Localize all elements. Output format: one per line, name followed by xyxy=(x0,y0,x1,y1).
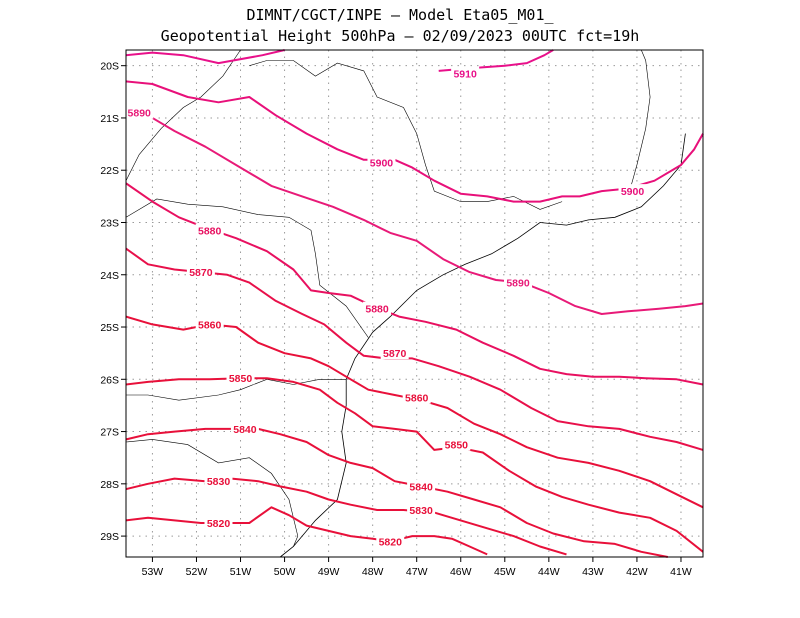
contour-label-5900: 5900 xyxy=(621,186,645,198)
contour-line-5880-4 xyxy=(125,182,704,386)
contour-label-bg-5830 xyxy=(407,502,436,516)
contour-label-5870: 5870 xyxy=(383,348,407,360)
contour-label-bg-5900 xyxy=(367,155,396,169)
contour-label-5880: 5880 xyxy=(365,304,389,316)
contour-label-5860: 5860 xyxy=(198,319,222,331)
lon-tick-label-0: 53W xyxy=(142,566,164,578)
map-title-line-1: DIMNT/CGCT/INPE – Model Eta05_M01_ xyxy=(246,6,554,24)
contour-label-5850: 5850 xyxy=(445,440,469,452)
contour-label-bg-5820 xyxy=(204,516,233,530)
state-border-2 xyxy=(125,198,369,338)
contour-label-bg-5880 xyxy=(363,301,392,315)
contour-label-bg-5840 xyxy=(407,479,436,493)
lon-tick-label-2: 51W xyxy=(230,566,252,578)
lon-tick-label-7: 46W xyxy=(450,566,472,578)
contour-label-5830: 5830 xyxy=(409,505,433,517)
axis-labels: 53W 52W 51W 50W 49W 48W 47W 46W 45W 44W 43W 42W 41W 2… xyxy=(100,61,692,578)
contour-line-5860-6 xyxy=(125,315,704,509)
contour-line-5830-9 xyxy=(125,477,567,556)
contour-label-5890: 5890 xyxy=(506,278,530,290)
contour-label-bg-5900 xyxy=(618,184,647,198)
contour-label-5820: 5820 xyxy=(207,518,231,530)
lat-tick-label-8: 28S xyxy=(100,479,119,491)
lon-tick-label-8: 45W xyxy=(494,566,516,578)
lat-tick-label-4: 24S xyxy=(100,270,119,282)
map-frame xyxy=(125,49,704,558)
lat-tick-label-7: 27S xyxy=(100,427,119,439)
contour-label-bg-5850 xyxy=(226,371,255,385)
contour-labels: 5910 5900 5900 5890 5890 5880 5880 5870 5870 5860… xyxy=(125,66,647,548)
lon-tick-label-5: 48W xyxy=(362,566,384,578)
map-title-line-2: Geopotential Height 500hPa – 02/09/2023 … xyxy=(160,27,640,45)
contour-line-5900-2 xyxy=(125,80,704,203)
contour-label-bg-5820 xyxy=(376,534,405,548)
lat-tick-label-5: 25S xyxy=(100,322,119,334)
lat-tick-label-9: 29S xyxy=(100,531,119,543)
state-border-1 xyxy=(125,439,299,547)
state-border-4 xyxy=(627,49,651,197)
lon-tick-label-6: 47W xyxy=(406,566,428,578)
contour-label-5890: 5890 xyxy=(128,108,152,120)
contour-label-bg-5840 xyxy=(230,421,259,435)
state-border-5 xyxy=(125,49,241,181)
contour-line-5910-1 xyxy=(125,49,285,65)
contour-label-bg-5910 xyxy=(451,66,480,80)
contour-label-5840: 5840 xyxy=(233,424,257,436)
contour-label-bg-5830 xyxy=(204,474,233,488)
state-border-0 xyxy=(126,378,347,401)
contour-label-5860: 5860 xyxy=(405,393,429,405)
lat-tick-label-1: 21S xyxy=(100,113,119,125)
contour-label-bg-5860 xyxy=(195,317,224,331)
contour-label-5880: 5880 xyxy=(198,225,222,237)
contour-label-bg-5890 xyxy=(504,275,533,289)
contour-label-5900: 5900 xyxy=(370,157,394,169)
contour-label-bg-5870 xyxy=(380,346,409,360)
lon-tick-label-9: 44W xyxy=(538,566,560,578)
contour-label-bg-5850 xyxy=(442,437,471,451)
contour-line-5840-8 xyxy=(125,427,668,558)
contour-label-bg-5870 xyxy=(186,265,215,279)
contour-label-5830: 5830 xyxy=(207,476,231,488)
lon-tick-label-12: 41W xyxy=(670,566,692,578)
lon-tick-label-11: 42W xyxy=(626,566,648,578)
lat-tick-label-0: 20S xyxy=(100,61,119,73)
lon-tick-label-3: 50W xyxy=(274,566,296,578)
coastline xyxy=(279,133,686,558)
contour-label-bg-5860 xyxy=(402,390,431,404)
lon-tick-label-4: 49W xyxy=(318,566,340,578)
lat-tick-label-3: 23S xyxy=(100,217,119,229)
lat-tick-label-6: 26S xyxy=(100,374,119,386)
contour-label-5820: 5820 xyxy=(379,536,403,548)
contour-label-bg-5880 xyxy=(195,223,224,237)
contour-label-5870: 5870 xyxy=(189,267,213,279)
state-border-3 xyxy=(249,60,563,210)
contour-line-5890-3 xyxy=(125,109,704,315)
contour-label-bg-5890 xyxy=(125,105,154,119)
lat-tick-label-2: 22S xyxy=(100,165,119,177)
lon-tick-label-1: 52W xyxy=(186,566,208,578)
lon-tick-label-10: 43W xyxy=(582,566,604,578)
contour-line-5820-10 xyxy=(125,506,488,556)
contour-label-5840: 5840 xyxy=(409,481,433,493)
contour-label-5910: 5910 xyxy=(453,69,477,81)
contour-label-5850: 5850 xyxy=(229,373,253,385)
lat-lon-grid xyxy=(126,50,703,557)
